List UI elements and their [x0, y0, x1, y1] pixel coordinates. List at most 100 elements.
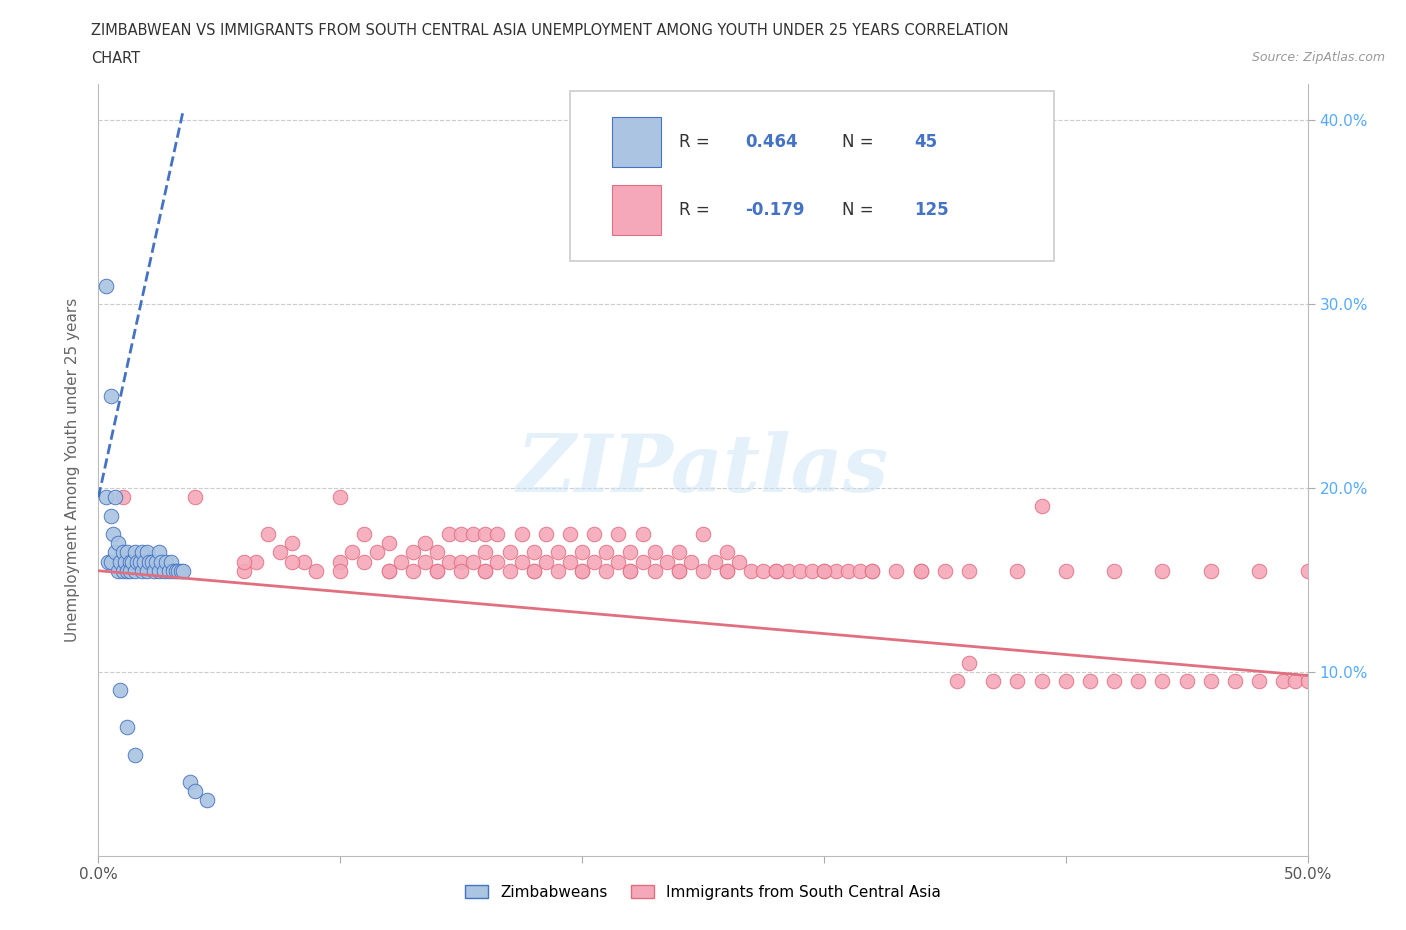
Point: [108, 683, 131, 698]
Point: [450, 526, 472, 541]
Point: [510, 526, 533, 541]
Text: ZIMBABWEAN VS IMMIGRANTS FROM SOUTH CENTRAL ASIA UNEMPLOYMENT AMONG YOUTH UNDER : ZIMBABWEAN VS IMMIGRANTS FROM SOUTH CENT…: [91, 23, 1010, 38]
Point: [117, 564, 139, 578]
Point: [1272, 673, 1295, 688]
Point: [765, 564, 787, 578]
Point: [825, 564, 848, 578]
Point: [148, 564, 170, 578]
Point: [981, 673, 1004, 688]
Point: [127, 554, 149, 569]
Point: [152, 564, 174, 578]
Point: [143, 564, 166, 578]
Point: [157, 564, 180, 578]
Point: [716, 545, 738, 560]
Point: [245, 554, 267, 569]
Point: [97, 554, 120, 569]
Point: [692, 564, 714, 578]
Point: [655, 554, 678, 569]
Point: [108, 554, 131, 569]
Point: [353, 526, 375, 541]
Point: [523, 545, 546, 560]
Y-axis label: Unemployment Among Youth under 25 years: Unemployment Among Youth under 25 years: [65, 298, 80, 642]
Point: [124, 564, 146, 578]
Text: R =: R =: [679, 201, 714, 219]
Point: [124, 545, 146, 560]
Point: [413, 554, 436, 569]
Point: [547, 564, 569, 578]
Point: [256, 526, 278, 541]
Point: [377, 564, 399, 578]
Text: N =: N =: [842, 133, 879, 152]
Point: [128, 554, 150, 569]
Point: [571, 564, 593, 578]
Point: [1007, 673, 1029, 688]
Point: [150, 554, 173, 569]
Point: [1152, 564, 1174, 578]
Point: [595, 545, 617, 560]
Point: [474, 526, 496, 541]
Point: [377, 536, 399, 551]
Point: [1296, 564, 1319, 578]
Point: [498, 545, 520, 560]
Point: [1175, 673, 1198, 688]
Point: [789, 564, 811, 578]
Point: [957, 656, 980, 671]
Point: [114, 554, 136, 569]
Point: [402, 545, 425, 560]
Point: [558, 526, 581, 541]
Point: [668, 564, 690, 578]
Point: [1102, 564, 1125, 578]
FancyBboxPatch shape: [569, 91, 1053, 261]
Point: [1284, 673, 1306, 688]
Point: [135, 554, 157, 569]
Point: [195, 793, 218, 808]
Point: [100, 508, 122, 523]
Point: [607, 526, 630, 541]
Point: [437, 526, 460, 541]
Point: [631, 526, 654, 541]
Point: [860, 564, 883, 578]
Point: [413, 536, 436, 551]
Point: [117, 545, 139, 560]
Point: [607, 554, 630, 569]
Point: [1078, 673, 1101, 688]
Text: ZIPatlas: ZIPatlas: [517, 431, 889, 509]
Point: [1296, 673, 1319, 688]
Point: [523, 564, 546, 578]
Point: [104, 490, 127, 505]
Point: [534, 526, 557, 541]
Point: [644, 545, 666, 560]
Point: [121, 554, 143, 569]
Legend: Zimbabweans, Immigrants from South Central Asia: Zimbabweans, Immigrants from South Centr…: [460, 879, 946, 906]
Point: [547, 545, 569, 560]
Point: [1054, 564, 1077, 578]
Point: [558, 554, 581, 569]
Point: [135, 545, 157, 560]
Point: [104, 545, 127, 560]
Point: [94, 278, 117, 293]
Point: [292, 554, 315, 569]
Point: [486, 526, 509, 541]
Point: [583, 526, 606, 541]
Point: [131, 564, 153, 578]
Point: [631, 554, 654, 569]
Text: 0.464: 0.464: [745, 133, 799, 152]
Point: [571, 564, 593, 578]
Point: [184, 784, 207, 799]
Point: [353, 554, 375, 569]
Point: [946, 673, 969, 688]
Point: [111, 564, 134, 578]
Point: [111, 545, 134, 560]
Point: [450, 554, 472, 569]
Point: [1199, 564, 1222, 578]
Point: [1223, 673, 1246, 688]
Point: [111, 490, 134, 505]
Point: [450, 564, 472, 578]
Point: [704, 554, 727, 569]
Point: [101, 526, 124, 541]
Point: [107, 564, 129, 578]
Point: [269, 545, 291, 560]
Point: [426, 564, 449, 578]
Point: [100, 389, 122, 404]
Point: [510, 554, 533, 569]
